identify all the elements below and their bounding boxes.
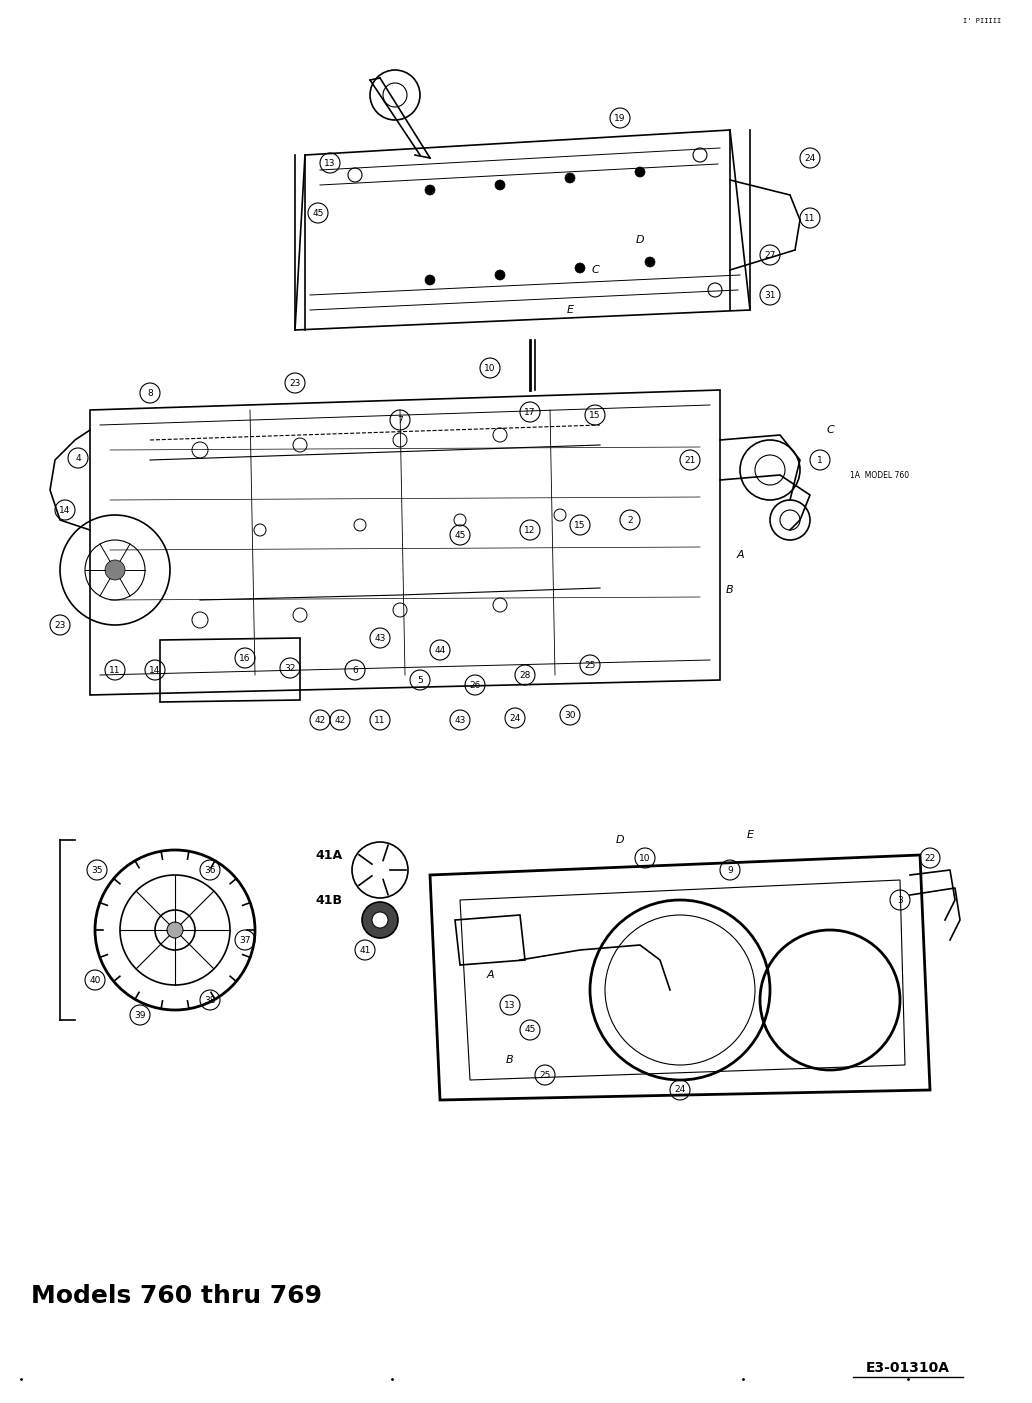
Text: 5: 5: [417, 675, 423, 685]
Text: 23: 23: [289, 379, 300, 387]
Circle shape: [565, 173, 575, 182]
Text: 13: 13: [505, 1000, 516, 1010]
Text: 41B: 41B: [315, 894, 342, 906]
Text: 36: 36: [204, 866, 216, 874]
Text: C: C: [827, 425, 834, 435]
Text: 3: 3: [897, 895, 903, 905]
Text: 2: 2: [627, 515, 633, 525]
Text: 4: 4: [75, 453, 80, 463]
Text: A: A: [736, 550, 744, 560]
Text: 41: 41: [359, 946, 370, 954]
Text: 10: 10: [639, 853, 651, 863]
Text: 24: 24: [804, 153, 815, 163]
Text: 30: 30: [565, 710, 576, 720]
Text: 25: 25: [540, 1070, 551, 1079]
Text: 11: 11: [109, 665, 121, 675]
Circle shape: [105, 560, 125, 579]
Text: 32: 32: [284, 664, 296, 672]
Text: 23: 23: [55, 620, 66, 630]
Circle shape: [645, 257, 655, 267]
Text: Models 760 thru 769: Models 760 thru 769: [31, 1284, 322, 1308]
Text: 24: 24: [674, 1086, 685, 1094]
Circle shape: [362, 902, 398, 939]
Circle shape: [167, 922, 183, 939]
Circle shape: [575, 262, 585, 274]
Text: 42: 42: [315, 716, 326, 724]
Text: 10: 10: [484, 363, 495, 373]
Text: 35: 35: [91, 866, 103, 874]
Text: E: E: [567, 304, 574, 316]
Text: 13: 13: [324, 159, 335, 167]
Text: 16: 16: [239, 654, 251, 662]
Text: 14: 14: [59, 505, 70, 515]
Text: C: C: [591, 265, 599, 275]
Text: 7: 7: [397, 415, 402, 425]
Text: 6: 6: [352, 665, 358, 675]
Text: 1A  MODEL 760: 1A MODEL 760: [850, 470, 909, 480]
Text: E3-01310A: E3-01310A: [866, 1361, 950, 1375]
Text: 38: 38: [204, 996, 216, 1005]
Text: 15: 15: [589, 411, 601, 419]
Text: E: E: [746, 831, 753, 840]
Text: 37: 37: [239, 936, 251, 944]
Text: D: D: [616, 835, 624, 845]
Text: 31: 31: [765, 290, 776, 299]
Text: 43: 43: [454, 716, 465, 724]
Text: 25: 25: [584, 661, 595, 669]
Text: A: A: [486, 969, 494, 981]
Text: 40: 40: [90, 975, 101, 985]
Circle shape: [635, 167, 645, 177]
Circle shape: [425, 185, 436, 195]
Text: 43: 43: [375, 634, 386, 643]
Text: 26: 26: [470, 680, 481, 689]
Text: 14: 14: [150, 665, 161, 675]
Text: B: B: [727, 585, 734, 595]
Text: 15: 15: [574, 521, 586, 529]
Text: 24: 24: [510, 714, 520, 723]
Text: 45: 45: [313, 209, 324, 217]
Text: 41A: 41A: [315, 849, 343, 861]
Text: 12: 12: [524, 526, 536, 535]
Text: 21: 21: [684, 456, 696, 464]
Text: 42: 42: [334, 716, 346, 724]
Text: 45: 45: [454, 530, 465, 540]
Circle shape: [425, 275, 436, 285]
Text: 11: 11: [804, 213, 815, 223]
Circle shape: [495, 180, 505, 189]
Circle shape: [495, 269, 505, 281]
Text: 9: 9: [728, 866, 733, 874]
Text: 17: 17: [524, 407, 536, 417]
Text: 8: 8: [148, 389, 153, 397]
Text: B: B: [506, 1055, 514, 1065]
Text: 1: 1: [817, 456, 823, 464]
Text: 19: 19: [614, 114, 625, 122]
Text: 45: 45: [524, 1026, 536, 1034]
Text: D: D: [636, 234, 644, 246]
Text: 28: 28: [519, 671, 530, 679]
Text: 22: 22: [925, 853, 936, 863]
Text: I' PIIIII: I' PIIIII: [963, 18, 1001, 24]
Text: 39: 39: [134, 1010, 146, 1020]
Text: 11: 11: [375, 716, 386, 724]
Circle shape: [372, 912, 388, 927]
Text: 27: 27: [765, 251, 776, 260]
Text: 44: 44: [434, 645, 446, 655]
